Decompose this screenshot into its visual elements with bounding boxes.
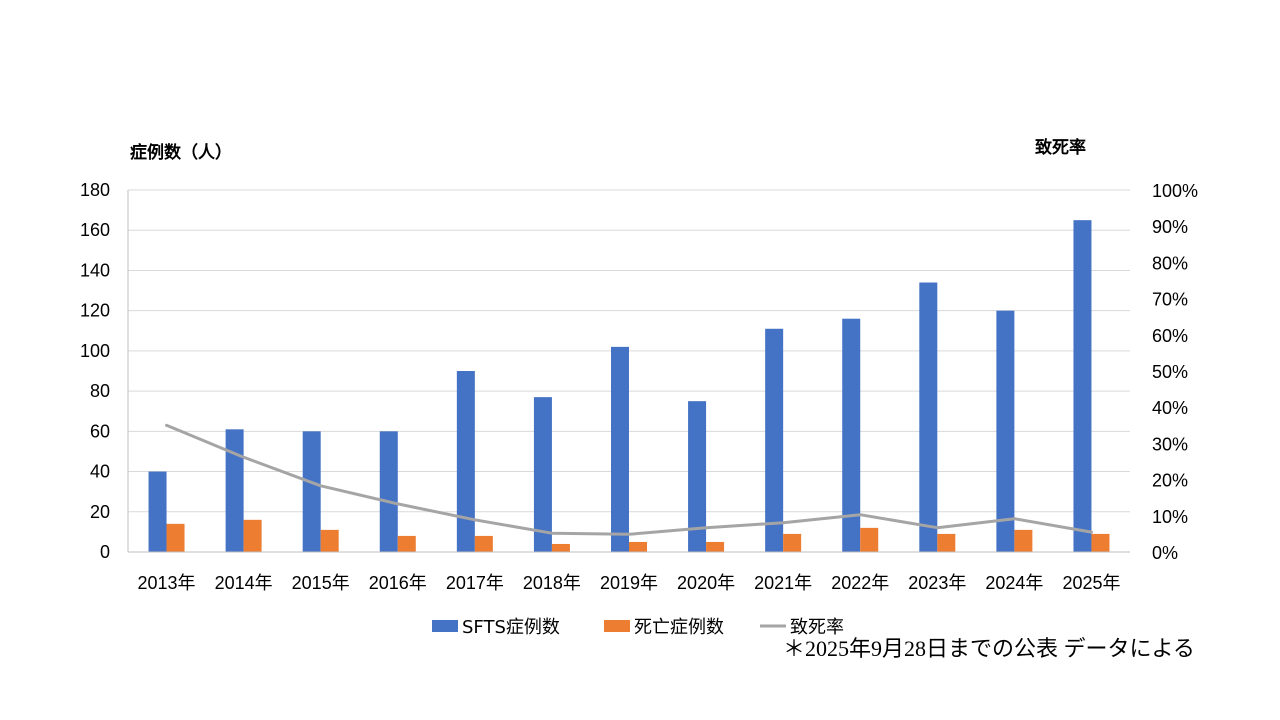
bar-death-cases (320, 529, 339, 552)
y-tick-label: 180 (80, 180, 110, 200)
y-tick-label: 160 (80, 220, 110, 240)
bar-sfts-cases (225, 429, 244, 552)
x-tick-label: 2015年 (292, 573, 350, 593)
y-tick-label: 60 (90, 421, 110, 441)
legend-swatch-sfts-cases (432, 620, 458, 632)
x-tick-label: 2024年 (985, 573, 1043, 593)
bar-sfts-cases (765, 328, 784, 552)
bar-death-cases (783, 533, 802, 552)
bar-sfts-cases (842, 318, 861, 552)
bar-death-cases (629, 541, 647, 552)
y2-tick-label: 10% (1152, 507, 1188, 527)
x-tick-label: 2019年 (600, 573, 658, 593)
y2-tick-label: 90% (1152, 217, 1188, 237)
bar-death-cases (937, 533, 956, 552)
y-axis-title: 症例数（人） (130, 142, 232, 163)
bar-death-cases (860, 527, 879, 552)
y2-tick-label: 100% (1152, 181, 1198, 201)
bar-death-cases (1014, 529, 1033, 552)
x-tick-label: 2022年 (831, 573, 889, 593)
y-tick-label: 80 (90, 381, 110, 401)
bar-death-cases (397, 535, 416, 552)
bar-death-cases (474, 535, 493, 552)
y2-tick-label: 30% (1152, 434, 1188, 454)
y-tick-label: 120 (80, 301, 110, 321)
bar-sfts-cases (148, 471, 167, 552)
y2-tick-label: 0% (1152, 543, 1178, 563)
legend-swatch-death-cases (604, 620, 630, 632)
axes (127, 190, 1130, 553)
x-tick-label: 2016年 (369, 573, 427, 593)
bar-death-cases (1091, 533, 1110, 552)
bar-sfts-cases (302, 431, 321, 552)
rate-line-layer (165, 423, 1093, 536)
y-axis-ticks: 0 20 40 60 80 100 120 140 160 180 (80, 180, 110, 562)
bar-sfts-cases (456, 371, 475, 552)
x-tick-label: 2023年 (908, 573, 966, 593)
bar-death-cases (243, 519, 262, 552)
bar-sfts-cases (379, 431, 398, 552)
y2-tick-label: 50% (1152, 362, 1188, 382)
y-tick-label: 40 (90, 462, 110, 482)
x-tick-label: 2017年 (446, 573, 504, 593)
legend-label-death-cases: 死亡症例数 (634, 617, 724, 638)
bar-death-cases (706, 541, 725, 552)
y2-tick-label: 40% (1152, 398, 1188, 418)
y2-axis-ticks: 0% 10% 20% 30% 40% 50% 60% 70% 80% 90% 100% (1152, 181, 1198, 563)
y-tick-label: 100 (80, 341, 110, 361)
y-tick-label: 140 (80, 260, 110, 280)
footnote: ＊2025年9月28日までの公表 データによる (783, 636, 1195, 661)
x-tick-label: 2021年 (754, 573, 812, 593)
bar-death-cases (166, 523, 185, 552)
x-axis-ticks: 2013年 2014年 2015年 2016年 2017年 2018年 2019年 2020年… (138, 573, 1121, 593)
y2-tick-label: 20% (1152, 471, 1188, 491)
fatality-rate-line (165, 423, 1093, 536)
bar-sfts-cases (1073, 220, 1092, 552)
bar-sfts-cases (533, 397, 552, 552)
bar-sfts-cases (996, 310, 1015, 552)
y-tick-label: 20 (90, 502, 110, 522)
y2-axis-title: 致死率 (1035, 137, 1086, 158)
x-tick-label: 2018年 (523, 573, 581, 593)
legend: SFTS症例数 死亡症例数 致死率 (432, 617, 844, 638)
y2-tick-label: 60% (1152, 326, 1188, 346)
y2-tick-label: 70% (1152, 290, 1188, 310)
bar-death-cases (551, 543, 570, 552)
x-tick-label: 2020年 (677, 573, 735, 593)
y2-tick-label: 80% (1152, 253, 1188, 273)
bar-sfts-cases (611, 346, 629, 552)
legend-label-sfts-cases: SFTS症例数 (462, 617, 560, 638)
bar-sfts-cases (688, 401, 707, 552)
x-tick-label: 2025年 (1062, 573, 1120, 593)
bars (148, 220, 1110, 552)
y-tick-label: 0 (100, 542, 110, 562)
x-tick-label: 2013年 (138, 573, 196, 593)
bar-sfts-cases (919, 282, 938, 552)
x-tick-label: 2014年 (215, 573, 273, 593)
legend-label-fatality-rate: 致死率 (790, 617, 844, 638)
